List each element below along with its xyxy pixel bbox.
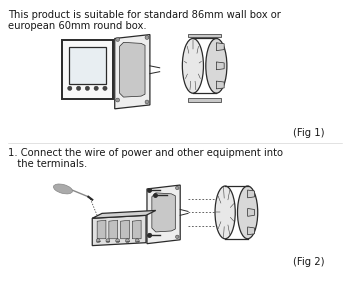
Polygon shape: [216, 62, 224, 70]
Polygon shape: [92, 211, 156, 218]
Ellipse shape: [182, 39, 203, 93]
Text: 1. Connect the wire of power and other equipment into: 1. Connect the wire of power and other e…: [8, 148, 283, 158]
Text: european 60mm round box.: european 60mm round box.: [8, 21, 147, 31]
Circle shape: [176, 235, 179, 238]
Circle shape: [125, 239, 129, 243]
Text: the terminals.: the terminals.: [8, 159, 88, 169]
Polygon shape: [92, 215, 146, 246]
Polygon shape: [69, 47, 106, 84]
Circle shape: [103, 86, 107, 90]
Polygon shape: [248, 227, 255, 235]
Polygon shape: [216, 81, 224, 89]
Circle shape: [116, 37, 120, 41]
Circle shape: [116, 98, 120, 102]
Polygon shape: [152, 193, 175, 232]
Circle shape: [116, 239, 120, 243]
Ellipse shape: [237, 186, 258, 239]
Polygon shape: [115, 35, 150, 109]
Ellipse shape: [215, 186, 235, 239]
Circle shape: [148, 188, 152, 192]
Polygon shape: [132, 220, 141, 239]
Polygon shape: [97, 220, 106, 239]
Text: (Fig 1): (Fig 1): [293, 128, 324, 138]
Polygon shape: [121, 220, 129, 239]
Ellipse shape: [206, 39, 227, 93]
Polygon shape: [62, 40, 113, 99]
Polygon shape: [147, 185, 180, 244]
Circle shape: [94, 86, 98, 90]
Polygon shape: [216, 43, 224, 51]
Polygon shape: [188, 34, 221, 37]
Circle shape: [145, 35, 149, 39]
Circle shape: [106, 239, 110, 243]
Circle shape: [96, 239, 100, 243]
Circle shape: [176, 186, 179, 190]
Circle shape: [135, 239, 139, 243]
Text: This product is suitable for standard 86mm wall box or: This product is suitable for standard 86…: [8, 10, 281, 20]
Polygon shape: [248, 190, 255, 198]
Circle shape: [85, 86, 89, 90]
Circle shape: [77, 86, 81, 90]
Polygon shape: [109, 220, 118, 239]
Ellipse shape: [53, 184, 73, 194]
Circle shape: [68, 86, 72, 90]
Polygon shape: [120, 42, 145, 97]
Text: (Fig 2): (Fig 2): [293, 257, 324, 267]
Circle shape: [148, 233, 152, 237]
Circle shape: [145, 100, 149, 104]
Polygon shape: [248, 209, 255, 216]
Polygon shape: [188, 98, 221, 102]
